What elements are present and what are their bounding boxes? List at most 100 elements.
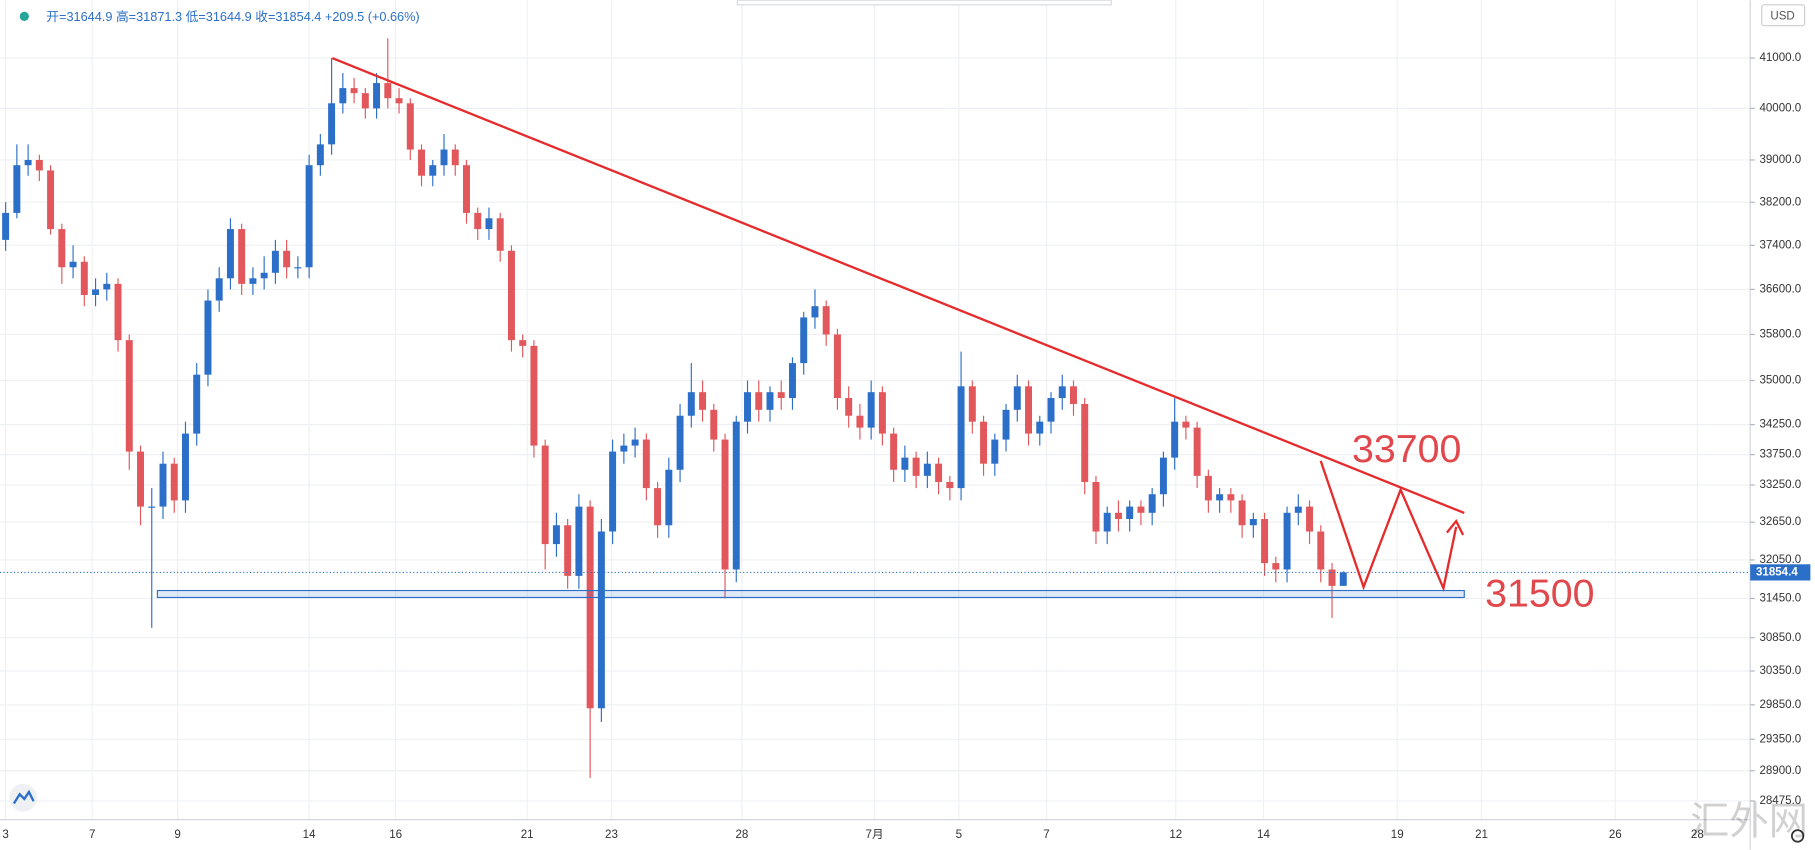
candle-body bbox=[1182, 421, 1190, 428]
status-dot bbox=[19, 11, 29, 22]
y-tick-label: 39000.0 bbox=[1759, 154, 1801, 166]
candle-body bbox=[463, 165, 470, 213]
candle-body bbox=[923, 463, 931, 476]
x-tick-label: 9 bbox=[174, 829, 180, 841]
drawings: 33700 31500 bbox=[0, 56, 1751, 616]
candle-body bbox=[1249, 519, 1257, 526]
candle-body bbox=[1013, 386, 1021, 410]
candle-body bbox=[249, 278, 257, 284]
candle-body bbox=[856, 415, 864, 428]
candle-body bbox=[1193, 427, 1201, 476]
candle-body bbox=[755, 392, 763, 410]
candle-body bbox=[1148, 494, 1156, 513]
projection-path[interactable] bbox=[1319, 460, 1458, 593]
candle-body bbox=[1171, 421, 1179, 458]
candle-body bbox=[35, 159, 43, 171]
x-tick-label: 14 bbox=[303, 829, 316, 841]
candle-body bbox=[519, 340, 527, 346]
y-tick-label: 37400.0 bbox=[1759, 239, 1801, 251]
candle-body bbox=[744, 392, 751, 422]
candle-body bbox=[507, 250, 515, 341]
y-tick-label: 40000.0 bbox=[1759, 102, 1801, 114]
y-tick-label: 30350.0 bbox=[1759, 665, 1801, 677]
annotation: 33700 bbox=[1352, 427, 1461, 471]
candle-body bbox=[552, 525, 560, 545]
candle-body bbox=[665, 469, 673, 526]
support-zone[interactable] bbox=[156, 589, 1465, 599]
candle-body bbox=[1081, 403, 1089, 482]
candle-body bbox=[440, 149, 448, 166]
candle-body bbox=[204, 300, 212, 375]
y-tick-label: 30850.0 bbox=[1759, 632, 1801, 644]
candle-body bbox=[530, 345, 538, 446]
y-tick-label: 28900.0 bbox=[1759, 765, 1801, 777]
candle-body bbox=[159, 463, 167, 507]
candle-body bbox=[1025, 386, 1033, 434]
y-tick-label: 34250.0 bbox=[1759, 419, 1801, 431]
candle-body bbox=[878, 392, 886, 434]
candle-body bbox=[777, 392, 785, 399]
trend-line[interactable] bbox=[331, 56, 1465, 515]
y-tick-label: 41000.0 bbox=[1759, 52, 1801, 64]
y-tick-label: 33750.0 bbox=[1759, 449, 1801, 461]
last-price-label: 31854.4 bbox=[1756, 566, 1798, 578]
x-tick-label: 28 bbox=[735, 829, 748, 841]
currency-button[interactable] bbox=[1761, 4, 1806, 27]
candle-body bbox=[193, 374, 201, 434]
y-tick-label: 33250.0 bbox=[1759, 479, 1801, 491]
candle-body bbox=[328, 103, 336, 145]
x-tick-label: 16 bbox=[389, 829, 402, 841]
candle-body bbox=[1261, 519, 1269, 564]
candle-body bbox=[1283, 512, 1291, 570]
popup-edge bbox=[736, 0, 1112, 6]
candle-body bbox=[1126, 506, 1134, 520]
candle-body bbox=[1294, 506, 1302, 513]
candle-body bbox=[1114, 512, 1122, 520]
candle-body bbox=[654, 488, 662, 526]
candle-body bbox=[991, 439, 999, 464]
candle-body bbox=[24, 159, 32, 166]
candle-body bbox=[1092, 481, 1100, 532]
candle-body bbox=[631, 439, 639, 446]
candle-body bbox=[901, 457, 909, 470]
y-tick-label: 32650.0 bbox=[1759, 516, 1801, 528]
candle-body bbox=[215, 278, 223, 301]
candle-body bbox=[1058, 386, 1066, 399]
x-tick-label: 23 bbox=[605, 829, 618, 841]
candle-body bbox=[69, 261, 77, 268]
y-tick-label: 35000.0 bbox=[1759, 375, 1801, 387]
candle-body bbox=[80, 261, 88, 295]
x-tick-label: 7月 bbox=[866, 829, 884, 841]
y-tick-label: 28475.0 bbox=[1759, 795, 1801, 807]
candle-body bbox=[1070, 386, 1077, 404]
watermark: 汇外网 bbox=[1690, 798, 1808, 844]
candle-body bbox=[620, 445, 628, 452]
candle-body bbox=[788, 363, 796, 399]
candle-body bbox=[800, 317, 808, 364]
candle-body bbox=[811, 306, 819, 318]
candle-body bbox=[13, 165, 21, 213]
candle-body bbox=[137, 451, 144, 507]
y-tick-label: 38200.0 bbox=[1759, 196, 1801, 208]
candle-body bbox=[1216, 494, 1224, 501]
candle-body bbox=[496, 218, 504, 251]
candle-body bbox=[406, 103, 414, 150]
candle-body bbox=[946, 481, 954, 489]
candle-body bbox=[867, 392, 875, 428]
axes: 41000.0 40000.0 39000.0 38200.0 37400.0 36600… bbox=[2, 52, 1811, 841]
settings-icon[interactable] bbox=[1790, 829, 1805, 843]
candle-body bbox=[1047, 398, 1055, 422]
annotation: 31500 bbox=[1485, 572, 1594, 616]
y-tick-label: 36600.0 bbox=[1759, 283, 1801, 295]
candle-body bbox=[305, 165, 313, 268]
candle-body bbox=[361, 93, 369, 109]
candle-body bbox=[384, 83, 392, 99]
candle-body bbox=[339, 88, 347, 104]
candle-body bbox=[418, 149, 426, 176]
candle-body bbox=[47, 170, 55, 230]
candle-body bbox=[350, 88, 358, 94]
candle-body bbox=[1238, 500, 1246, 526]
x-tick-label: 5 bbox=[956, 829, 962, 841]
candle-body bbox=[125, 340, 133, 452]
